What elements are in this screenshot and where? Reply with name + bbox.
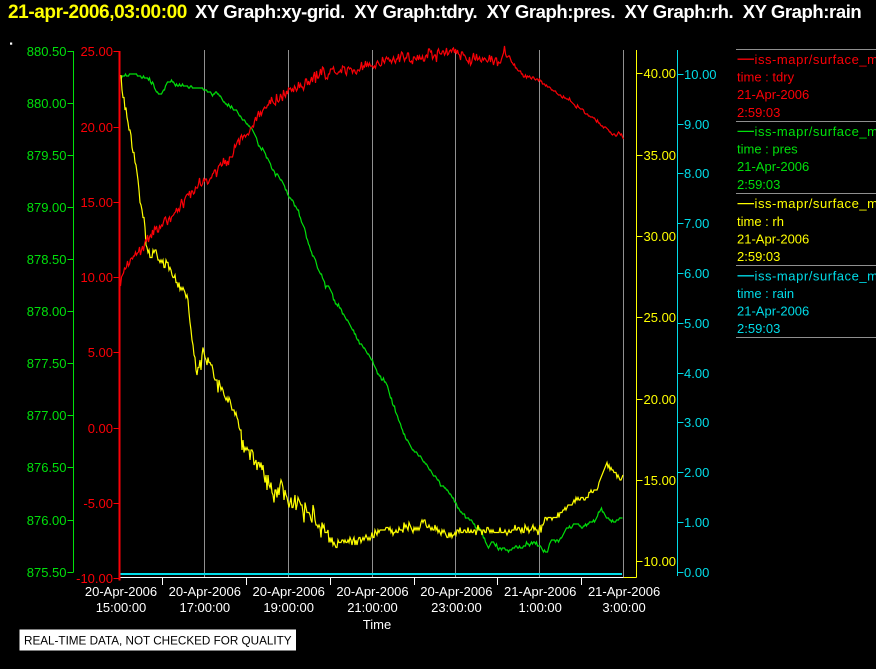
- svg-text:21-Apr-2006: 21-Apr-2006: [737, 87, 809, 102]
- svg-text:Time: Time: [363, 617, 391, 632]
- svg-text:15.00: 15.00: [644, 473, 677, 488]
- svg-text:875.50: 875.50: [27, 565, 67, 580]
- svg-text:20.00: 20.00: [80, 120, 113, 135]
- svg-text:878.50: 878.50: [27, 252, 67, 267]
- svg-text:2.00: 2.00: [684, 465, 709, 480]
- svg-text:25.00: 25.00: [80, 44, 113, 59]
- svg-text:23:00:00: 23:00:00: [431, 600, 482, 615]
- svg-text:20-Apr-2006: 20-Apr-2006: [336, 584, 408, 599]
- svg-text:5.00: 5.00: [684, 316, 709, 331]
- svg-text:35.00: 35.00: [644, 148, 677, 163]
- svg-text:-5.00: -5.00: [83, 496, 113, 511]
- svg-text:879.00: 879.00: [27, 200, 67, 215]
- svg-text:time : rain: time : rain: [737, 286, 794, 301]
- svg-text:10.00: 10.00: [684, 67, 717, 82]
- svg-text:20-Apr-2006: 20-Apr-2006: [420, 584, 492, 599]
- svg-text:19:00:00: 19:00:00: [263, 600, 314, 615]
- svg-text:9.00: 9.00: [684, 117, 709, 132]
- svg-text:time : tdry: time : tdry: [737, 69, 795, 84]
- svg-text:17:00:00: 17:00:00: [179, 600, 230, 615]
- svg-text:2:59:03: 2:59:03: [737, 249, 780, 264]
- svg-text:0.00: 0.00: [684, 565, 709, 580]
- svg-text:21-Apr-2006: 21-Apr-2006: [737, 159, 809, 174]
- svg-text:4.00: 4.00: [684, 366, 709, 381]
- svg-text:10.00: 10.00: [80, 270, 113, 285]
- svg-text:877.00: 877.00: [27, 408, 67, 423]
- svg-text:7.00: 7.00: [684, 216, 709, 231]
- svg-text:XY Graph:xy-grid. XY Graph:td: XY Graph:xy-grid. XY Graph:tdry. XY Grap…: [195, 1, 861, 22]
- svg-text:21-Apr-2006: 21-Apr-2006: [504, 584, 576, 599]
- svg-text:0.00: 0.00: [88, 421, 113, 436]
- svg-text:880.50: 880.50: [27, 44, 67, 59]
- svg-text:21:00:00: 21:00:00: [347, 600, 398, 615]
- svg-text:time : rh: time : rh: [737, 214, 784, 229]
- svg-text:21-Apr-2006: 21-Apr-2006: [737, 231, 809, 246]
- svg-text:25.00: 25.00: [644, 310, 677, 325]
- svg-text:6.00: 6.00: [684, 266, 709, 281]
- svg-text:40.00: 40.00: [644, 66, 677, 81]
- svg-text:1.00: 1.00: [684, 515, 709, 530]
- svg-text:10.00: 10.00: [644, 554, 677, 569]
- svg-text:20.00: 20.00: [644, 392, 677, 407]
- svg-text:2:59:03: 2:59:03: [737, 105, 780, 120]
- svg-text:iss-mapr/surface_met: iss-mapr/surface_met: [755, 52, 876, 67]
- svg-text:iss-mapr/surface_met: iss-mapr/surface_met: [755, 196, 876, 211]
- svg-text:5.00: 5.00: [88, 345, 113, 360]
- svg-text:15.00: 15.00: [80, 195, 113, 210]
- svg-text:15:00:00: 15:00:00: [96, 600, 147, 615]
- svg-text:21-Apr-2006: 21-Apr-2006: [588, 584, 660, 599]
- svg-text:880.00: 880.00: [27, 96, 67, 111]
- svg-text:30.00: 30.00: [644, 229, 677, 244]
- svg-text:REAL-TIME DATA, NOT CHECKED FO: REAL-TIME DATA, NOT CHECKED FOR QUALITY: [24, 635, 292, 648]
- svg-text:iss-mapr/surface_met: iss-mapr/surface_met: [755, 268, 876, 283]
- svg-text:878.00: 878.00: [27, 304, 67, 319]
- svg-text:876.50: 876.50: [27, 460, 67, 475]
- svg-text:8.00: 8.00: [684, 166, 709, 181]
- svg-text:879.50: 879.50: [27, 148, 67, 163]
- svg-text:876.00: 876.00: [27, 513, 67, 528]
- svg-text:2:59:03: 2:59:03: [737, 321, 780, 336]
- svg-text:-10.00: -10.00: [76, 571, 113, 586]
- svg-text:time : pres: time : pres: [737, 142, 798, 157]
- svg-text:1:00:00: 1:00:00: [519, 600, 562, 615]
- svg-text:21-apr-2006,03:00:00: 21-apr-2006,03:00:00: [8, 2, 187, 23]
- svg-text:21-Apr-2006: 21-Apr-2006: [737, 304, 809, 319]
- svg-text:iss-mapr/surface_met: iss-mapr/surface_met: [755, 124, 876, 139]
- svg-text:877.50: 877.50: [27, 356, 67, 371]
- svg-text:20-Apr-2006: 20-Apr-2006: [85, 584, 157, 599]
- svg-text:3.00: 3.00: [684, 415, 709, 430]
- svg-text:2:59:03: 2:59:03: [737, 177, 780, 192]
- svg-text:3:00:00: 3:00:00: [602, 600, 645, 615]
- svg-text:20-Apr-2006: 20-Apr-2006: [253, 584, 325, 599]
- svg-text:20-Apr-2006: 20-Apr-2006: [169, 584, 241, 599]
